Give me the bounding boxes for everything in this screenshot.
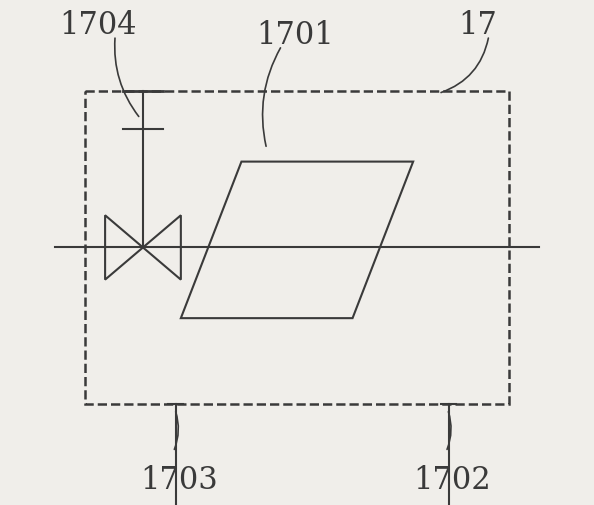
Text: 1702: 1702 [413, 465, 491, 495]
Text: 17: 17 [459, 10, 497, 41]
Text: 1703: 1703 [140, 465, 218, 495]
Text: 1701: 1701 [257, 20, 334, 51]
Text: 1704: 1704 [59, 10, 137, 41]
